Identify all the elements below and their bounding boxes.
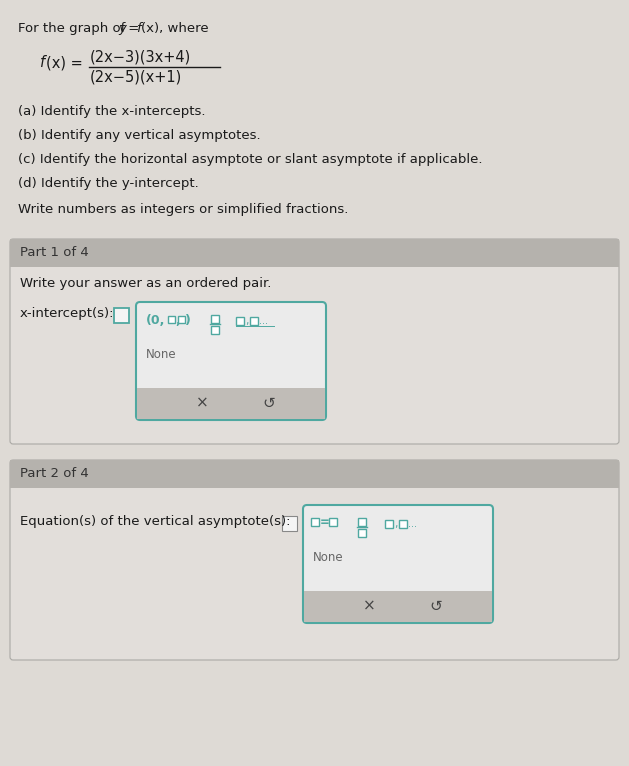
FancyBboxPatch shape (385, 520, 393, 528)
Text: (0,: (0, (146, 314, 165, 327)
FancyBboxPatch shape (399, 520, 407, 528)
Text: y: y (118, 22, 126, 35)
Text: ,: , (394, 519, 398, 529)
FancyBboxPatch shape (303, 505, 493, 623)
Text: None: None (313, 551, 343, 564)
FancyBboxPatch shape (211, 326, 219, 334)
Text: Write your answer as an ordered pair.: Write your answer as an ordered pair. (20, 277, 271, 290)
FancyBboxPatch shape (211, 315, 219, 323)
Text: Equation(s) of the vertical asymptote(s):: Equation(s) of the vertical asymptote(s)… (20, 515, 291, 528)
FancyBboxPatch shape (10, 239, 619, 444)
Text: (x), where: (x), where (141, 22, 209, 35)
Text: (b) Identify any vertical asymptotes.: (b) Identify any vertical asymptotes. (18, 129, 260, 142)
FancyBboxPatch shape (236, 317, 244, 325)
FancyBboxPatch shape (311, 518, 319, 526)
Text: ↺: ↺ (430, 598, 442, 614)
FancyBboxPatch shape (168, 316, 175, 323)
Text: Part 1 of 4: Part 1 of 4 (20, 246, 89, 259)
FancyBboxPatch shape (178, 316, 185, 323)
FancyBboxPatch shape (304, 591, 492, 622)
Text: (2x−5)(x+1): (2x−5)(x+1) (90, 69, 182, 84)
Text: (d) Identify the y-intercept.: (d) Identify the y-intercept. (18, 177, 199, 190)
FancyBboxPatch shape (329, 518, 337, 526)
Text: (2x−3)(3x+4): (2x−3)(3x+4) (90, 50, 191, 65)
Text: ): ) (185, 314, 191, 327)
FancyBboxPatch shape (358, 529, 366, 537)
Text: ,: , (175, 314, 180, 327)
Text: (c) Identify the horizontal asymptote or slant asymptote if applicable.: (c) Identify the horizontal asymptote or… (18, 153, 482, 166)
Text: f: f (136, 22, 141, 35)
FancyBboxPatch shape (358, 518, 366, 526)
Text: ×: × (196, 395, 209, 411)
FancyBboxPatch shape (114, 308, 129, 323)
Text: (a) Identify the x-intercepts.: (a) Identify the x-intercepts. (18, 105, 206, 118)
Text: x-intercept(s):: x-intercept(s): (20, 307, 114, 320)
Text: f: f (40, 55, 45, 70)
FancyBboxPatch shape (10, 460, 619, 488)
Text: =: = (124, 22, 139, 35)
Text: ...: ... (259, 316, 268, 326)
FancyBboxPatch shape (10, 239, 619, 267)
Text: Write numbers as integers or simplified fractions.: Write numbers as integers or simplified … (18, 203, 348, 216)
Text: ,: , (245, 316, 248, 326)
Text: (x) =: (x) = (46, 55, 87, 70)
Text: None: None (146, 348, 177, 361)
Text: =: = (320, 516, 330, 529)
Text: ...: ... (408, 519, 417, 529)
Text: ↺: ↺ (263, 395, 276, 411)
FancyBboxPatch shape (136, 302, 326, 420)
Text: Part 2 of 4: Part 2 of 4 (20, 467, 89, 480)
FancyBboxPatch shape (282, 516, 297, 531)
FancyBboxPatch shape (250, 317, 258, 325)
FancyBboxPatch shape (137, 388, 325, 419)
Text: For the graph of: For the graph of (18, 22, 130, 35)
Text: ×: × (363, 598, 376, 614)
FancyBboxPatch shape (10, 460, 619, 660)
